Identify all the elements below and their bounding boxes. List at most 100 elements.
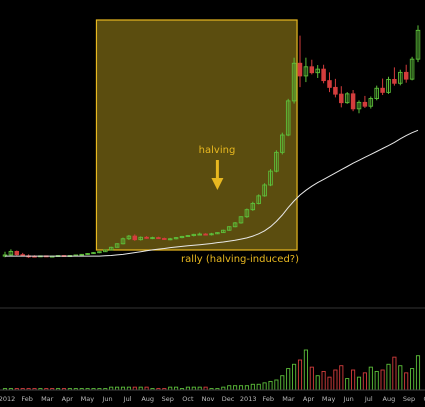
candle — [8, 249, 14, 256]
candle — [238, 216, 244, 224]
x-tick-label: May — [322, 395, 336, 403]
candle — [321, 64, 326, 84]
candle — [403, 64, 409, 83]
x-tick-label: May — [81, 395, 95, 403]
candle — [197, 232, 202, 236]
rally-label: rally (halving-induced?) — [181, 254, 299, 265]
candle — [303, 57, 309, 83]
candle-body — [150, 237, 155, 240]
candle — [221, 229, 226, 234]
candle-body — [226, 226, 232, 231]
rally-highlight-region — [95, 19, 298, 251]
candle — [415, 25, 421, 63]
candle — [191, 233, 197, 237]
candle-body — [398, 71, 403, 84]
candle — [250, 201, 256, 211]
x-tick-label: 2012 — [0, 395, 15, 403]
candle-body — [368, 98, 374, 107]
x-tick-label: Jun — [343, 395, 354, 403]
candle — [368, 96, 374, 109]
candle-body — [285, 100, 291, 136]
candle — [274, 150, 279, 173]
candle — [114, 243, 120, 248]
candle-body — [392, 78, 397, 84]
candle — [138, 236, 143, 241]
candle-body — [374, 87, 379, 99]
candle-body — [232, 222, 238, 228]
annotation-layer: halving rally (halving-induced?) — [181, 145, 299, 265]
candle — [232, 222, 238, 228]
candle-body — [215, 232, 220, 235]
candle-body — [79, 253, 84, 256]
x-tick-label: Feb — [263, 395, 275, 403]
candle-body — [132, 235, 138, 241]
x-tick-label: Aug — [383, 395, 396, 403]
candle — [374, 85, 379, 101]
x-tick-label: Oct — [182, 395, 194, 403]
halving-arrow-head — [211, 178, 224, 190]
x-tick-label: Apr — [62, 395, 74, 403]
x-tick-label: Apr — [303, 395, 315, 403]
candle-body — [179, 235, 185, 239]
x-tick-label: Sep — [403, 395, 415, 403]
candle-body — [203, 233, 208, 236]
x-axis-ticks: 2012 Feb Mar Apr May Jun Jul Aug Sep Oct Nov Dec 201… — [0, 395, 425, 403]
candle — [185, 234, 191, 238]
candle-body — [315, 68, 320, 74]
candle-body — [209, 233, 214, 236]
candle — [333, 78, 338, 98]
candle-body — [91, 252, 96, 255]
x-tick-label: Jun — [101, 395, 112, 403]
halving-label: halving — [199, 145, 236, 156]
candle — [14, 250, 20, 256]
candle — [179, 235, 185, 239]
candle — [126, 234, 132, 240]
candle — [398, 69, 403, 86]
candle — [79, 253, 84, 256]
candle — [150, 236, 155, 240]
candle — [262, 183, 267, 197]
candle-body — [303, 66, 309, 77]
candle-body — [85, 253, 90, 255]
candle-body — [126, 235, 132, 240]
candle-body — [120, 238, 126, 245]
candle-body — [221, 229, 226, 234]
candle — [280, 132, 285, 155]
candle-body — [185, 235, 191, 237]
candle-body — [356, 101, 362, 110]
candle — [162, 237, 167, 240]
candle-body — [362, 101, 368, 107]
candle-body — [144, 236, 149, 239]
candle — [268, 169, 273, 187]
candle — [85, 253, 90, 255]
candle — [285, 98, 291, 137]
candle — [362, 95, 368, 108]
candle-body — [333, 86, 338, 95]
candle-body — [409, 58, 415, 80]
candle-body — [162, 238, 167, 240]
candle — [315, 65, 320, 78]
highlight-layer — [95, 19, 298, 251]
candle-body — [403, 71, 409, 80]
candle — [344, 92, 350, 104]
candle-body — [309, 66, 315, 74]
candle-body — [256, 195, 261, 204]
candle-body — [386, 78, 391, 93]
candle-body — [344, 93, 350, 104]
candle-body — [167, 238, 173, 241]
candle-body — [103, 249, 108, 253]
candle — [144, 236, 149, 239]
x-tick-label: Feb — [21, 395, 33, 403]
x-tick-label: Aug — [141, 395, 154, 403]
candle-body — [415, 29, 421, 60]
candle — [244, 208, 250, 218]
candle-body — [339, 93, 344, 104]
candle-body — [97, 251, 102, 254]
candle — [309, 59, 315, 75]
x-tick-label: Jul — [123, 395, 132, 403]
candle — [327, 72, 332, 93]
candle — [386, 76, 391, 94]
candle — [291, 57, 297, 104]
candle — [108, 246, 114, 251]
candle — [226, 226, 232, 231]
